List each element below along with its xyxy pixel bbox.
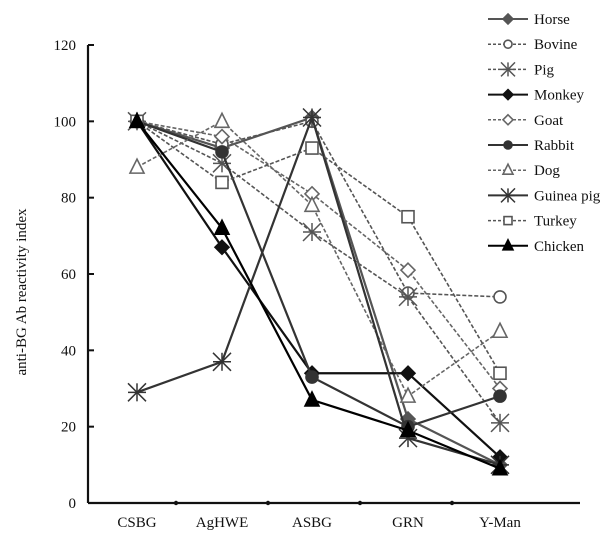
chart-axes [86,45,580,505]
x-tick-mark [449,500,455,506]
data-point [501,88,515,101]
data-point [302,107,322,128]
y-axis-label: anti-BG Ab reactivity index [14,208,30,376]
data-point [493,290,507,304]
data-point [503,140,513,150]
legend-item: Bovine [488,37,578,53]
legend-item: Horse [488,12,570,28]
y-tick-label: 0 [69,496,77,512]
data-point [305,370,319,384]
data-point [503,39,513,50]
legend-item: Chicken [488,238,584,255]
data-point [399,365,417,382]
data-point [305,141,319,155]
data-point [212,352,232,372]
series-chicken [128,111,509,476]
series-dog [128,111,509,403]
series-line [136,120,501,428]
data-point [501,113,515,126]
data-point [302,222,322,242]
legend-label: Horse [534,12,570,28]
data-point [503,215,513,226]
series-line [136,120,501,459]
series-line [136,120,501,398]
series-line [136,114,501,466]
series-turkey [130,114,507,381]
data-point [493,389,507,403]
data-point [127,382,147,402]
data-point [500,187,516,203]
legend-item: Guinea pig [488,187,601,204]
y-tick-label: 60 [61,267,76,283]
x-tick-label: GRN [392,515,424,531]
legend-label: Dog [534,163,560,179]
data-point [128,157,146,174]
legend-item: Pig [488,61,555,78]
legend-item: Turkey [488,214,577,230]
x-tick-mark [357,500,363,506]
legend-label: Chicken [534,239,584,255]
data-point [501,162,515,175]
y-tick-label: 40 [61,343,76,359]
data-point [399,262,417,279]
y-axis-ticks: 0 20 40 60 80 100 120 [54,38,94,512]
data-point [401,209,415,224]
series-line [136,120,501,424]
legend-label: Turkey [534,214,577,230]
data-point [213,239,231,256]
legend-item: Monkey [488,88,584,104]
x-tick-label: AgHWE [196,515,249,531]
data-point [490,413,510,433]
series-rabbit [130,114,507,434]
y-tick-label: 100 [54,114,77,130]
x-axis-ticks: CSBG AgHWE ASBG GRN Y-Man [117,500,521,531]
legend-label: Goat [534,113,564,129]
y-tick-label: 80 [61,191,76,207]
series-horse [128,109,509,473]
series-line [136,116,501,466]
data-point [491,458,509,476]
y-tick-label: 120 [54,38,77,54]
data-point [213,128,231,145]
legend-item: Dog [488,162,560,179]
data-point [399,420,417,438]
data-point [491,321,509,339]
data-point [215,145,229,159]
legend-label: Pig [534,62,555,78]
x-tick-label: CSBG [117,515,156,531]
x-tick-mark [265,500,271,506]
legend-item: Rabbit [488,138,575,154]
y-tick-label: 20 [61,420,76,436]
chart-legend: Horse Bovine Pig Monkey Goat Rabbit Dog Guinea … [488,12,601,255]
x-tick-label: ASBG [292,515,332,531]
legend-label: Monkey [534,88,584,104]
chart-series [127,107,510,476]
data-point [493,366,507,381]
data-point [213,218,231,235]
legend-label: Rabbit [534,138,575,154]
data-point [303,390,321,407]
legend-label: Guinea pig [534,188,601,204]
series-pig [127,111,510,433]
data-point [398,287,418,307]
data-point [501,238,515,251]
legend-item: Goat [488,113,564,129]
x-tick-label: Y-Man [479,515,521,531]
data-point [303,195,321,213]
data-point [128,111,146,129]
data-point [215,175,229,190]
legend-label: Bovine [534,37,578,53]
data-point [500,61,516,77]
x-tick-mark [173,500,179,506]
data-point [399,386,417,403]
series-line [136,120,501,374]
data-point [501,12,515,26]
data-point [213,111,231,129]
